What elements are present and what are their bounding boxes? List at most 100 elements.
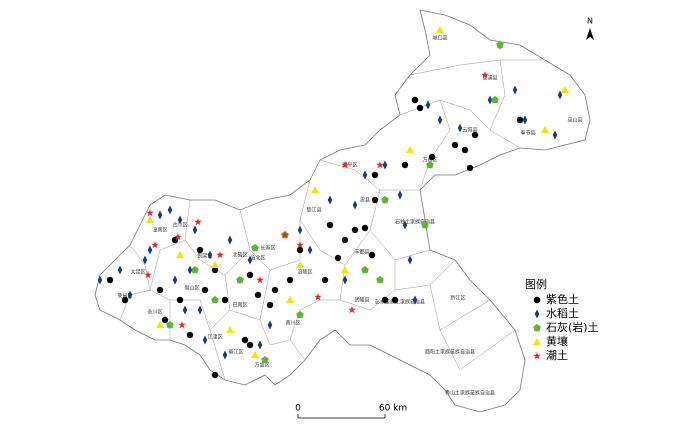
district-label: 石柱土家族自治县 (395, 219, 435, 226)
paddy-soil-point (182, 305, 188, 315)
paddy-soil-point (352, 200, 358, 210)
yellow-soil-point (533, 338, 541, 345)
legend-title: 图例 (525, 277, 547, 291)
purple-soil-point (361, 224, 369, 232)
district-label: 巫溪县 (482, 75, 497, 82)
district-label: 荣昌区 (117, 293, 132, 300)
purple-soil-point (186, 331, 194, 339)
district-label: 垫江县 (306, 207, 321, 214)
paddy-soil-point (192, 225, 198, 235)
paddy-soil-point (97, 275, 103, 285)
purple-soil-point (271, 286, 279, 294)
paddy-soil-point (487, 95, 493, 105)
purple-soil-point (371, 171, 379, 179)
paddy-soil-point (267, 320, 273, 330)
district-label: 云阳县 (462, 127, 477, 134)
limestone-soil-point (421, 221, 429, 229)
district-label: 酉阳土家族苗族自治县 (425, 349, 475, 356)
paddy-soil-point (247, 255, 253, 265)
yellow-soil-point (146, 216, 154, 223)
yellow-soil-point (211, 261, 219, 268)
paddy-soil-point (197, 305, 203, 315)
fluvo-soil-point (376, 161, 384, 169)
district-label: 万盛区 (254, 362, 269, 369)
district-label: 北碚区 (232, 252, 247, 259)
purple-soil-point (176, 296, 184, 304)
fluvo-soil-point (146, 209, 154, 217)
yellow-soil-point (541, 126, 549, 133)
purple-soil-point (241, 336, 249, 344)
purple-soil-point (461, 146, 469, 154)
purple-soil-point (368, 251, 376, 259)
purple-soil-point (246, 271, 254, 279)
paddy-soil-point (557, 90, 563, 100)
paddy-soil-point (172, 275, 178, 285)
district-label: 南川区 (285, 320, 300, 327)
purple-soil-point (451, 141, 459, 149)
legend-label: 黄壤 (546, 334, 568, 348)
district-label: 江津区 (207, 334, 222, 341)
fluvo-soil-point (216, 251, 224, 259)
paddy-soil-point (157, 210, 163, 220)
yellow-soil-point (251, 351, 259, 358)
district-label: 璧山区 (184, 285, 199, 292)
scale-bar (297, 414, 386, 419)
limestone-soil-point (236, 276, 244, 284)
district-label: 黔江区 (450, 295, 465, 302)
district-label: 渝北区 (250, 255, 265, 262)
paddy-soil-point (327, 195, 333, 205)
district-label: 武隆县 (354, 297, 369, 304)
purple-soil-point (381, 296, 389, 304)
district-label: 永川区 (147, 309, 162, 316)
purple-soil-point (416, 104, 424, 112)
north-arrow: N (586, 17, 594, 40)
purple-soil-point (471, 131, 479, 139)
paddy-soil-point (397, 190, 403, 200)
purple-soil-point (533, 296, 541, 304)
limestone-soil-point (496, 41, 504, 49)
paddy-soil-point (257, 340, 263, 350)
fluvo-soil-point (296, 241, 304, 249)
legend-label: 潮土 (546, 348, 568, 362)
fluvo-soil-point (256, 276, 264, 284)
limestone-soil-point (376, 276, 384, 284)
yellow-soil-point (286, 296, 294, 303)
limestone-soil-point (381, 196, 389, 204)
region-outline (94, 9, 591, 413)
purple-soil-point (466, 164, 474, 172)
paddy-soil-point (187, 265, 193, 275)
paddy-soil-point (117, 265, 123, 275)
paddy-soil-point (425, 100, 431, 110)
fluvo-soil-point (348, 306, 356, 314)
district-label: 彭水苗族土家族自治县 (375, 299, 425, 306)
district-label: 万州区 (422, 158, 437, 164)
fluvo-soil-point (174, 233, 182, 241)
yellow-soil-point (156, 321, 164, 328)
fluvo-soil-point (151, 241, 159, 249)
purple-soil-point (321, 276, 329, 284)
limestone-soil-point (426, 161, 434, 169)
paddy-soil-point (227, 235, 233, 245)
fluvo-soil-point (178, 321, 186, 329)
purple-soil-point (106, 276, 114, 284)
purple-soil-point (211, 371, 219, 379)
paddy-soil-point (307, 245, 313, 255)
purple-soil-point (211, 266, 219, 274)
limestone-soil-point (166, 321, 174, 329)
district-label: 忠县 (360, 198, 370, 204)
purple-soil-point (371, 196, 379, 204)
district-label: 铜梁区 (197, 253, 212, 260)
purple-soil-point (121, 296, 129, 304)
paddy-soil-point (167, 205, 173, 215)
paddy-soil-point (362, 170, 368, 180)
legend-label: 石灰(岩)土 (546, 320, 599, 334)
district-label: 大足区 (130, 269, 145, 276)
purple-soil-point (334, 254, 342, 262)
paddy-soil-point (207, 250, 213, 260)
limestone-soil-point (361, 266, 369, 274)
purple-soil-point (411, 96, 419, 104)
purple-soil-point (351, 226, 359, 234)
district-label: 潼南区 (152, 227, 167, 234)
yellow-soil-point (406, 146, 414, 153)
